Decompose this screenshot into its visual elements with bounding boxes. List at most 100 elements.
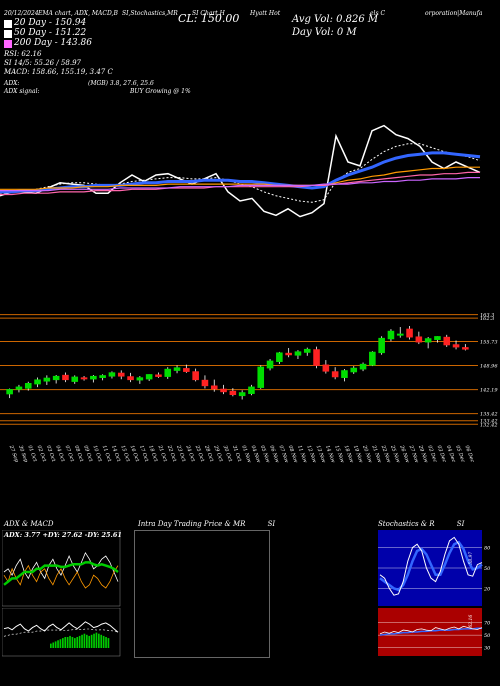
rsi-level-label: 30 (484, 646, 491, 652)
candle-body (303, 348, 311, 353)
macd-frame (2, 608, 121, 657)
x-tick-label: 03 Oct (45, 445, 57, 464)
rsi-tail-label: 62.16 (468, 615, 474, 628)
candle-body (99, 375, 106, 378)
macd-hist-bar (90, 634, 93, 648)
macd-hist-bar (102, 635, 105, 648)
macd-hist-bar (59, 639, 62, 648)
x-tick-label: 17 Oct (138, 445, 150, 464)
adx-line-2 (3, 561, 119, 586)
x-tick-label: 04 Oct (54, 445, 66, 464)
candle-body (24, 383, 32, 389)
macd-hist-bar (81, 634, 83, 648)
candle-body (387, 330, 395, 340)
x-tick-label: 02 Dec (426, 445, 438, 464)
x-tick-label: 07 Oct (64, 445, 76, 464)
header-info: 20/12/2024 EMA chart, ADX, MACD,B SI,Sto… (0, 0, 500, 110)
macd-line (3, 621, 119, 633)
x-tick-label: 07 Nov (277, 445, 289, 464)
candle-body (71, 376, 79, 382)
macd-signal-line (3, 628, 119, 637)
x-tick-label: 14 Oct (110, 445, 122, 464)
candle-body (62, 374, 69, 381)
stoch-k-line (379, 536, 483, 596)
candle-body (415, 336, 423, 343)
si-label: SI 14/5: 55.26 / 58.97 (4, 59, 81, 67)
macd-hist-bar (54, 641, 57, 648)
macd-hist-bar (64, 637, 67, 648)
x-tick-label: 11 Nov (296, 445, 308, 464)
x-tick-label: 08 Nov (287, 445, 299, 464)
x-tick-label: 12 Nov (305, 445, 317, 464)
candle-body (331, 371, 339, 378)
price-level-label: 155.73 (480, 339, 498, 345)
macd-hist-bar (50, 643, 52, 648)
candle-body (183, 368, 190, 372)
macd-hist-bar (78, 635, 81, 648)
candle-body (238, 392, 246, 397)
candle-body (285, 352, 292, 356)
candle-body (108, 372, 116, 377)
adx-values: (MGB) 3.8, 27.6, 25.6 (88, 80, 154, 87)
avg-volume-label: Avg Vol: 0.826 M (292, 14, 379, 25)
candle-body (406, 328, 413, 338)
rsi-bg (378, 608, 482, 656)
x-tick-label: 08 Oct (73, 445, 85, 464)
candle-body (341, 370, 348, 378)
stoch-tail-label: 58.97 (468, 552, 474, 565)
header-date: 20/12/2024 (4, 10, 39, 17)
x-tick-label: 06 Dec (463, 445, 475, 464)
macd-hist-bar (95, 632, 98, 648)
macd-hist-bar (98, 633, 100, 648)
stoch-title: Stochastics & R SI (378, 520, 464, 528)
candle-body (369, 351, 376, 366)
candle-body (378, 337, 385, 354)
candle-body (443, 336, 451, 346)
price-level-label: 162.3 (480, 316, 494, 322)
macd-hist-bar (107, 638, 110, 648)
x-tick-label: 06 Nov (268, 445, 280, 464)
x-tick-label: 15 Nov (333, 445, 345, 464)
candle-body (266, 360, 274, 369)
candle-body (359, 363, 367, 370)
stoch-level-label: 20 (483, 586, 491, 592)
rsi-line (379, 625, 483, 635)
candle-body (117, 372, 125, 377)
macd-hist-bar (69, 635, 71, 648)
candle-body (424, 338, 432, 343)
candle-body (145, 374, 153, 380)
macd-hist-bar (76, 637, 79, 648)
price-level-label: 148.96 (480, 364, 498, 370)
stoch-level-label: 80 (484, 546, 491, 552)
x-tick-label: 02 Oct (36, 445, 48, 464)
rsi-label: RSI: 62.16 (4, 50, 42, 58)
x-tick-label: 30 Sep (17, 445, 29, 464)
intraday-panel (134, 530, 270, 658)
macd-hist-bar (86, 634, 88, 648)
candle-body (80, 377, 88, 380)
intraday-title-tail: SI (267, 520, 276, 528)
x-tick-label: 13 Nov (315, 445, 327, 464)
macd-hist-bar (93, 633, 95, 648)
close-price-label: CL: 150.00 (178, 12, 240, 25)
ema-line-2 (0, 151, 481, 194)
x-tick-label: 09 Oct (82, 445, 94, 464)
macd-panel (2, 608, 121, 657)
candle-body (43, 377, 51, 382)
adx-signal-label: ADX signal: (4, 88, 40, 95)
candle-body (229, 390, 237, 396)
ema-line-4 (0, 171, 480, 196)
candle-body (201, 379, 209, 387)
header-company: Hyatt Hot (250, 10, 281, 17)
price-level-label: 135.42 (480, 412, 498, 418)
x-tick-label: 31 Oct (231, 445, 243, 464)
x-tick-label: 14 Nov (324, 445, 336, 464)
header-company-tail: els C (370, 10, 386, 17)
stoch-title-tail: SI (456, 520, 465, 528)
macd-hist-bar (57, 640, 59, 648)
candle-body (6, 389, 13, 395)
candle-body (276, 352, 283, 362)
candle-body (220, 388, 227, 393)
ema200-swatch (4, 40, 12, 48)
candle-body (127, 376, 134, 381)
